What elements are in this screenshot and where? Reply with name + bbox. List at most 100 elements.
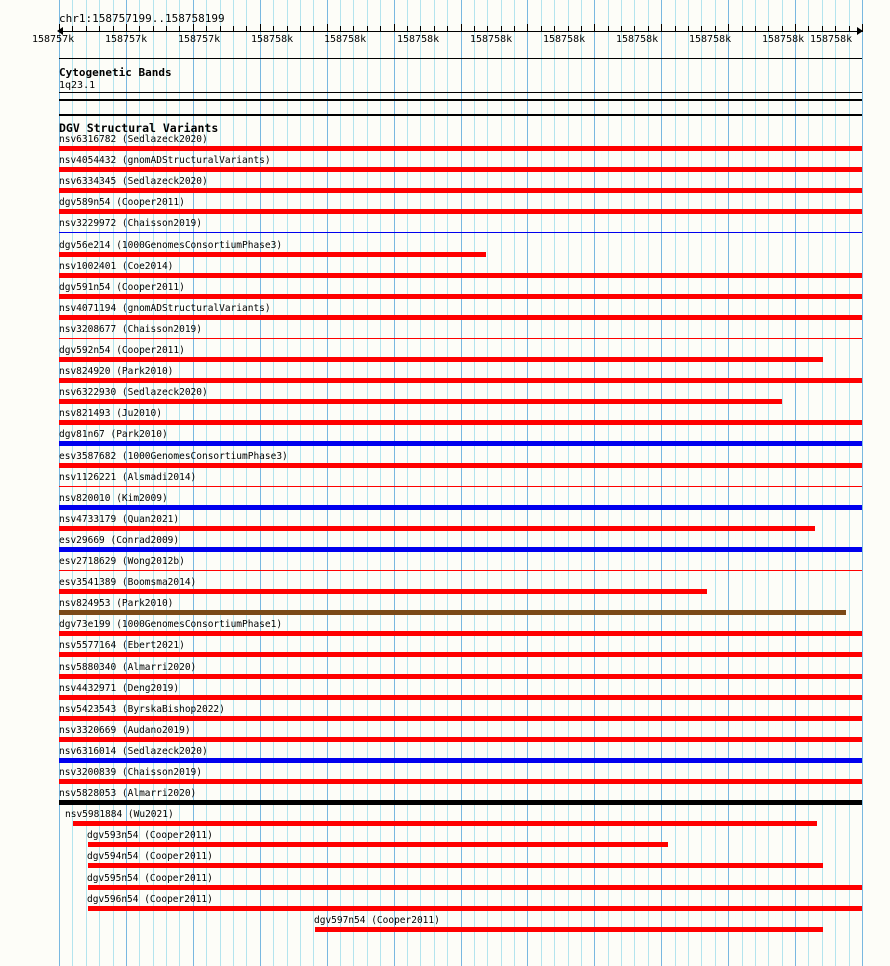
variant-bar[interactable] bbox=[59, 167, 862, 173]
variant-label[interactable]: esv3541389 (Boomsma2014) bbox=[59, 577, 197, 589]
variant-label[interactable]: nsv6316782 (Sedlazeck2020) bbox=[59, 134, 208, 145]
cytoband-bottom-rule bbox=[59, 99, 862, 101]
variant-label[interactable]: nsv5577164 (Ebert2021) bbox=[59, 640, 185, 652]
variant-bar[interactable] bbox=[59, 757, 862, 763]
variant-label[interactable]: dgv593n54 (Cooper2011) bbox=[87, 830, 213, 842]
variant-label[interactable]: dgv592n54 (Cooper2011) bbox=[59, 345, 185, 356]
variant-label[interactable]: dgv595n54 (Cooper2011) bbox=[87, 872, 213, 884]
gridline bbox=[835, 0, 836, 966]
variant-label[interactable]: nsv5880340 (Almarri2020) bbox=[59, 661, 197, 673]
coordinate-ruler[interactable]: chr1:158757199..158758199 158757k 158757k… bbox=[0, 0, 890, 50]
variant-label[interactable]: dgv591n54 (Cooper2011) bbox=[59, 281, 185, 293]
cytoband-top-rule bbox=[59, 58, 862, 59]
variant-bar[interactable] bbox=[59, 232, 862, 234]
variant-label[interactable]: dgv596n54 (Cooper2011) bbox=[87, 893, 213, 905]
variant-bar[interactable] bbox=[88, 905, 862, 911]
ruler-tick bbox=[300, 26, 301, 31]
variant-label[interactable]: nsv1126221 (Alsmadi2014) bbox=[59, 471, 197, 483]
ruler-tick bbox=[394, 24, 395, 32]
variant-label[interactable]: nsv4733179 (Quan2021) bbox=[59, 513, 180, 525]
variant-bar[interactable] bbox=[59, 251, 486, 257]
ruler-axis-line bbox=[59, 31, 862, 32]
gridline bbox=[862, 0, 863, 966]
variant-bar[interactable] bbox=[59, 462, 862, 468]
variant-label[interactable]: nsv3229972 (Chaisson2019) bbox=[59, 218, 202, 230]
variant-bar[interactable] bbox=[88, 842, 668, 848]
variant-label[interactable]: nsv3208677 (Chaisson2019) bbox=[59, 323, 202, 335]
ruler-tick bbox=[220, 26, 221, 31]
variant-label[interactable]: nsv1002401 (Coe2014) bbox=[59, 260, 174, 272]
variant-bar[interactable] bbox=[59, 570, 862, 571]
ruler-left-arrow-icon bbox=[57, 27, 63, 35]
variant-bar[interactable] bbox=[59, 399, 782, 405]
ruler-tick bbox=[273, 26, 274, 31]
variant-bar[interactable] bbox=[59, 779, 862, 784]
variant-bar[interactable] bbox=[59, 546, 862, 552]
variant-bar[interactable] bbox=[59, 293, 862, 299]
variant-label[interactable]: nsv6322930 (Sedlazeck2020) bbox=[59, 387, 208, 399]
variant-bar[interactable] bbox=[59, 631, 862, 637]
ruler-tick bbox=[675, 26, 676, 31]
variant-bar[interactable] bbox=[59, 525, 815, 531]
ruler-tick bbox=[728, 24, 729, 32]
variant-bar[interactable] bbox=[59, 378, 862, 384]
ruler-tick bbox=[581, 26, 582, 31]
variant-bar[interactable] bbox=[88, 884, 862, 890]
ruler-tick bbox=[260, 24, 261, 32]
variant-bar[interactable] bbox=[59, 673, 862, 679]
variant-label[interactable]: dgv56e214 (1000GenomesConsortiumPhase3) bbox=[59, 239, 283, 251]
variant-label[interactable]: esv29669 (Conrad2009) bbox=[59, 534, 180, 546]
variant-label[interactable]: nsv4071194 (gnomADStructuralVariants) bbox=[59, 302, 271, 314]
variant-label[interactable]: esv2718629 (Wong2012b) bbox=[59, 556, 185, 567]
ruler-tick bbox=[527, 24, 528, 32]
variant-bar[interactable] bbox=[59, 800, 862, 806]
variant-label[interactable]: dgv597n54 (Cooper2011) bbox=[314, 914, 440, 926]
ruler-right-arrow-icon bbox=[857, 27, 863, 35]
variant-label[interactable]: nsv820010 (Kim2009) bbox=[59, 492, 168, 504]
variant-label[interactable]: nsv5828053 (Almarri2020) bbox=[59, 788, 197, 800]
region-coordinate-label: chr1:158757199..158758199 bbox=[59, 12, 225, 25]
variant-bar[interactable] bbox=[59, 589, 707, 595]
variant-label[interactable]: nsv3200839 (Chaisson2019) bbox=[59, 767, 202, 778]
variant-bar[interactable] bbox=[59, 485, 862, 487]
variant-bar[interactable] bbox=[59, 694, 862, 700]
ruler-tick bbox=[72, 26, 73, 31]
variant-bar[interactable] bbox=[59, 504, 862, 510]
variant-bar[interactable] bbox=[315, 926, 823, 932]
variant-label[interactable]: dgv589n54 (Cooper2011) bbox=[59, 197, 185, 209]
variant-bar[interactable] bbox=[59, 146, 862, 151]
variant-label[interactable]: nsv824920 (Park2010) bbox=[59, 366, 174, 378]
variant-label[interactable]: nsv5981884 (Wu2021) bbox=[65, 809, 174, 821]
variant-bar[interactable] bbox=[73, 821, 817, 827]
variant-label[interactable]: nsv3320669 (Audano2019) bbox=[59, 724, 191, 736]
variant-label[interactable]: nsv6316014 (Sedlazeck2020) bbox=[59, 745, 208, 757]
variant-label[interactable]: dgv81n67 (Park2010) bbox=[59, 429, 168, 441]
variant-bar[interactable] bbox=[88, 863, 823, 869]
variant-bar[interactable] bbox=[59, 610, 846, 616]
variant-label[interactable]: nsv4432971 (Deng2019) bbox=[59, 682, 180, 694]
variant-label[interactable]: nsv821493 (Ju2010) bbox=[59, 408, 162, 420]
variant-bar[interactable] bbox=[59, 337, 862, 339]
variant-label[interactable]: nsv6334345 (Sedlazeck2020) bbox=[59, 176, 208, 188]
variant-label[interactable]: nsv5423543 (ByrskaBishop2022) bbox=[59, 703, 225, 715]
variant-bar[interactable] bbox=[59, 420, 862, 426]
variant-bar[interactable] bbox=[59, 715, 862, 721]
variant-label[interactable]: dgv594n54 (Cooper2011) bbox=[87, 851, 213, 863]
variant-bar[interactable] bbox=[59, 314, 862, 320]
ruler-tick bbox=[688, 26, 689, 31]
ruler-tick bbox=[487, 26, 488, 31]
variant-bar[interactable] bbox=[59, 441, 862, 447]
ruler-tick-label: 158758k bbox=[810, 34, 853, 45]
variant-bar[interactable] bbox=[59, 357, 823, 362]
variant-label[interactable]: esv3587682 (1000GenomesConsortiumPhase3) bbox=[59, 450, 288, 462]
variant-bar[interactable] bbox=[59, 272, 862, 278]
cytoband-label-1q23-1[interactable]: 1q23.1 bbox=[59, 80, 96, 91]
variant-bar[interactable] bbox=[59, 188, 862, 194]
ruler-tick bbox=[313, 26, 314, 31]
variant-bar[interactable] bbox=[59, 652, 862, 658]
variant-label[interactable]: nsv824953 (Park2010) bbox=[59, 598, 174, 610]
variant-label[interactable]: nsv4054432 (gnomADStructuralVariants) bbox=[59, 155, 271, 167]
variant-bar[interactable] bbox=[59, 736, 862, 742]
variant-label[interactable]: dgv73e199 (1000GenomesConsortiumPhase1) bbox=[59, 619, 283, 631]
variant-bar[interactable] bbox=[59, 209, 862, 215]
